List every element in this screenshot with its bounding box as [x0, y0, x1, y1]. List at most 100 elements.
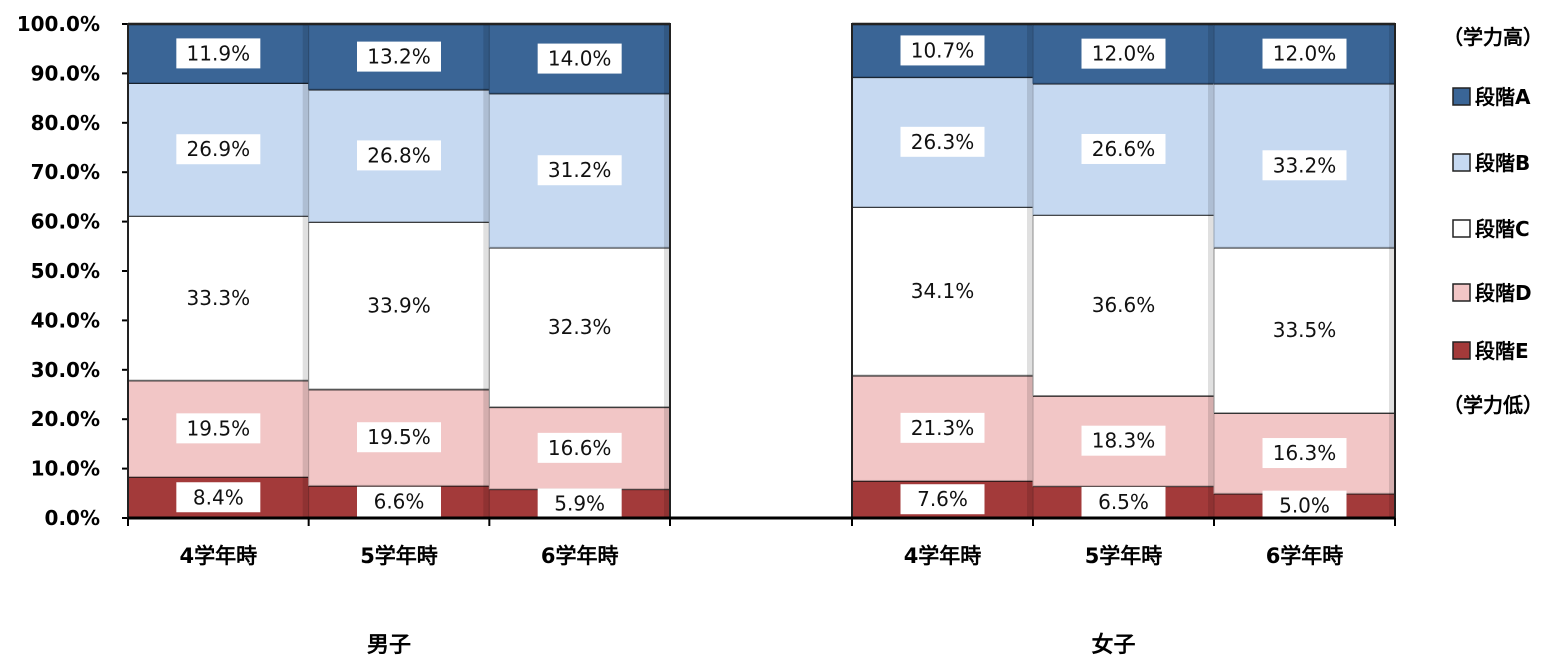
bar-shadow	[302, 24, 309, 518]
data-labels: 8.4% 19.5% 33.3% 26.9% 11.9% 6.6% 19.5% 33.9% 26…	[176, 38, 622, 519]
y-tick-label: 0.0%	[45, 506, 100, 530]
data-label: 18.3%	[1092, 429, 1156, 453]
x-tick-label: 5学年時	[360, 544, 438, 568]
data-label: 12.0%	[1273, 42, 1337, 66]
data-label-box	[1262, 438, 1347, 469]
x-tick-label: 4学年時	[904, 544, 982, 568]
data-label: 26.8%	[367, 143, 431, 167]
x-tick-label: 5学年時	[1085, 544, 1163, 568]
y-tick-label: 50.0%	[31, 259, 100, 283]
data-label-box	[537, 432, 622, 463]
y-tick-label: 40.0%	[31, 308, 100, 332]
data-label-box	[900, 35, 985, 66]
bar-segment	[1032, 214, 1215, 396]
y-tick-label: 70.0%	[31, 160, 100, 184]
group-label: 女子	[1091, 632, 1135, 658]
y-tick-label: 60.0%	[31, 210, 100, 234]
y-tick-label: 10.0%	[31, 457, 100, 481]
data-labels: 7.6% 21.3% 34.1% 26.3% 10.7% 6.5% 18.3% 36.6% 26…	[900, 35, 1347, 521]
data-label: 12.0%	[1092, 42, 1156, 66]
legend-swatch	[1452, 219, 1471, 238]
data-label-box	[176, 134, 261, 165]
bar-segment	[308, 221, 490, 390]
data-label: 11.9%	[187, 41, 251, 65]
x-tick-label: 6学年時	[1266, 544, 1344, 568]
legend-item-label: 段階E	[1475, 339, 1529, 363]
data-label-box	[1081, 486, 1166, 517]
data-label-box	[176, 482, 261, 513]
data-label: 5.0%	[1279, 494, 1330, 518]
data-label-box	[900, 412, 985, 443]
legend-item-label: 段階B	[1475, 151, 1530, 175]
data-label: 32.3%	[548, 315, 612, 339]
data-label-box	[357, 140, 441, 171]
data-label: 6.5%	[1098, 490, 1149, 514]
bar-segment	[488, 246, 671, 408]
legend-swatch	[1452, 341, 1471, 360]
legend-item-label: 段階C	[1475, 217, 1530, 241]
data-label: 7.6%	[917, 487, 968, 511]
data-label: 33.2%	[1273, 153, 1337, 177]
bar-segment	[127, 215, 310, 381]
data-label: 34.1%	[911, 279, 975, 303]
data-label-box	[357, 422, 441, 453]
data-label: 16.6%	[548, 436, 612, 460]
bar-shadow	[1027, 24, 1033, 518]
bar-segment	[1213, 246, 1396, 414]
group-1: 8.4% 19.5% 33.3% 26.9% 11.9% 6.6% 19.5% 33.9% 26…	[127, 22, 671, 658]
legend-swatch	[1452, 153, 1471, 172]
bar-shadow	[1389, 24, 1395, 518]
legend-item-label: 段階D	[1475, 281, 1532, 305]
bar-shadow	[483, 24, 490, 518]
data-label: 21.3%	[911, 416, 975, 440]
data-label: 26.3%	[911, 130, 975, 154]
data-label-box	[1262, 490, 1347, 521]
data-label-box	[537, 43, 622, 74]
x-tick-label: 6学年時	[541, 544, 619, 568]
data-label: 36.6%	[1092, 293, 1156, 317]
data-label-box	[1081, 38, 1166, 69]
group-2: 7.6% 21.3% 34.1% 26.3% 10.7% 6.5% 18.3% 36.6% 26…	[851, 22, 1396, 658]
data-label: 14.0%	[548, 47, 612, 71]
data-label: 10.7%	[911, 38, 975, 62]
data-label-box	[537, 488, 622, 519]
legend-item-label: 段階A	[1475, 85, 1531, 109]
bar-shadow	[664, 24, 670, 518]
data-label: 19.5%	[367, 425, 431, 449]
data-label-box	[176, 413, 261, 444]
bar-segment	[1032, 82, 1215, 216]
y-tick-label: 20.0%	[31, 407, 100, 431]
bars: 8.4% 19.5% 33.3% 26.9% 11.9% 6.6% 19.5% 33.9% 26…	[127, 22, 1396, 658]
y-tick-label: 90.0%	[31, 61, 100, 85]
group-label: 男子	[367, 633, 411, 658]
y-tick-label: 100.0%	[17, 12, 100, 36]
data-label: 33.9%	[367, 293, 431, 317]
data-label: 6.6%	[374, 490, 425, 514]
legend-note-high: （学力高）	[1443, 25, 1543, 49]
y-axis: 0.0% 10.0% 20.0% 30.0% 40.0% 50.0% 60.0% 70.0% 8…	[17, 12, 129, 530]
data-label-box	[176, 38, 261, 69]
data-label: 13.2%	[367, 45, 431, 69]
bar-segment	[851, 206, 1034, 376]
bar-shadow	[1208, 24, 1214, 518]
data-label-box	[537, 155, 622, 186]
data-label: 19.5%	[187, 416, 251, 440]
data-label-box	[357, 486, 441, 517]
data-label-box	[1262, 150, 1347, 181]
data-label-box	[900, 126, 985, 157]
legend: （学力高） 段階A 段階B 段階C 段階D 段階E （学力低）	[1443, 25, 1543, 417]
data-label-box	[1081, 133, 1166, 164]
data-label: 26.6%	[1092, 137, 1156, 161]
data-label-box	[900, 484, 985, 515]
data-label: 16.3%	[1273, 441, 1337, 465]
data-label-box	[1081, 425, 1166, 456]
data-label: 33.5%	[1273, 318, 1337, 342]
data-label: 33.3%	[187, 286, 251, 310]
data-label: 5.9%	[554, 491, 605, 515]
data-label-box	[1262, 38, 1347, 69]
data-label: 31.2%	[548, 158, 612, 182]
data-label: 8.4%	[193, 485, 244, 509]
legend-note-low: （学力低）	[1443, 393, 1543, 417]
